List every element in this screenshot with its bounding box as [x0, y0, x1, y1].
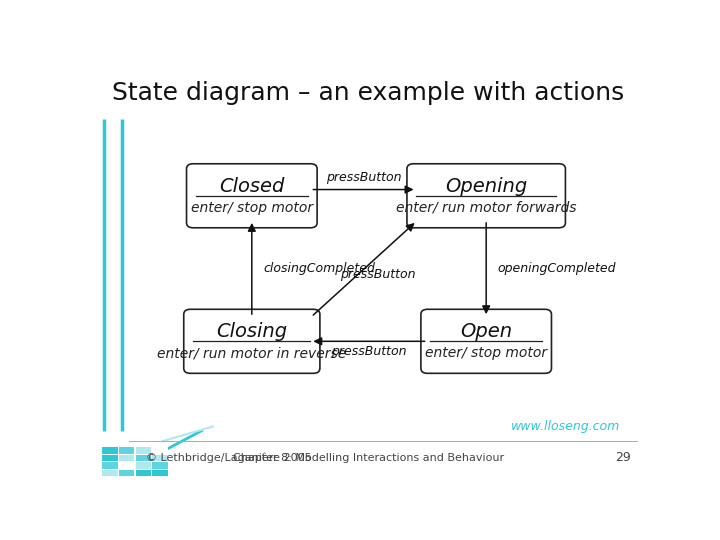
- Text: pressButton: pressButton: [331, 345, 407, 358]
- Text: Chapter 8: Modelling Interactions and Behaviour: Chapter 8: Modelling Interactions and Be…: [233, 453, 505, 463]
- Bar: [153, 462, 168, 469]
- Text: closingCompleted: closingCompleted: [263, 262, 375, 275]
- Text: © Lethbridge/Laganière 2005: © Lethbridge/Laganière 2005: [145, 453, 312, 463]
- Bar: [119, 462, 135, 469]
- Text: openingCompleted: openingCompleted: [498, 262, 616, 275]
- Bar: [153, 470, 168, 476]
- Bar: [102, 448, 117, 454]
- Text: Opening: Opening: [445, 177, 527, 195]
- Text: State diagram – an example with actions: State diagram – an example with actions: [112, 82, 624, 105]
- Text: Closed: Closed: [219, 177, 284, 195]
- Bar: [102, 462, 117, 469]
- Bar: [136, 462, 151, 469]
- FancyBboxPatch shape: [421, 309, 552, 373]
- Bar: [153, 455, 168, 462]
- Text: Closing: Closing: [216, 322, 287, 341]
- FancyBboxPatch shape: [184, 309, 320, 373]
- Text: www.lloseng.com: www.lloseng.com: [511, 420, 620, 433]
- Bar: [136, 470, 151, 476]
- FancyBboxPatch shape: [407, 164, 565, 228]
- Text: enter/ run motor in reverse: enter/ run motor in reverse: [157, 346, 346, 360]
- Text: 29: 29: [616, 451, 631, 464]
- Bar: [136, 448, 151, 454]
- Bar: [136, 455, 151, 462]
- Bar: [119, 448, 135, 454]
- Bar: [119, 470, 135, 476]
- Bar: [119, 455, 135, 462]
- Bar: [102, 455, 117, 462]
- Text: enter/ stop motor: enter/ stop motor: [425, 346, 547, 360]
- Text: pressButton: pressButton: [340, 268, 415, 281]
- Text: pressButton: pressButton: [325, 171, 401, 184]
- Text: enter/ stop motor: enter/ stop motor: [191, 201, 313, 215]
- Text: enter/ run motor forwards: enter/ run motor forwards: [396, 201, 577, 215]
- Text: Open: Open: [460, 322, 512, 341]
- Bar: [102, 470, 117, 476]
- Bar: [153, 448, 168, 454]
- FancyBboxPatch shape: [186, 164, 317, 228]
